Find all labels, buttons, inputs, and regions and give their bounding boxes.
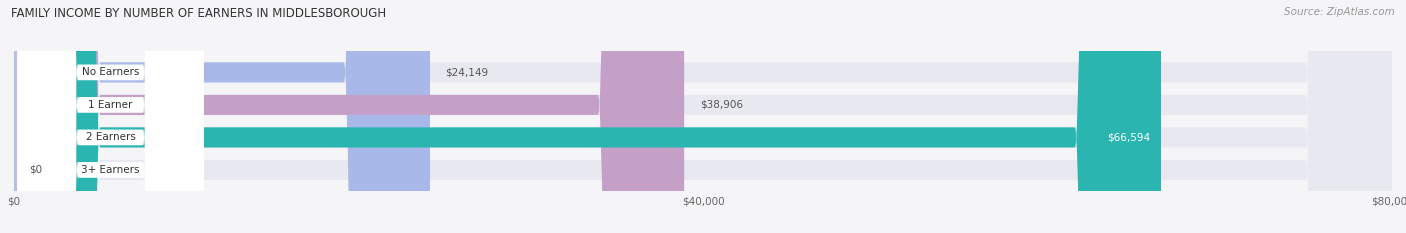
FancyBboxPatch shape	[14, 0, 1392, 233]
FancyBboxPatch shape	[14, 0, 1392, 233]
FancyBboxPatch shape	[14, 0, 1392, 233]
Text: Source: ZipAtlas.com: Source: ZipAtlas.com	[1284, 7, 1395, 17]
Text: $38,906: $38,906	[700, 100, 742, 110]
Text: No Earners: No Earners	[82, 67, 139, 77]
Text: $24,149: $24,149	[446, 67, 489, 77]
FancyBboxPatch shape	[14, 0, 430, 233]
FancyBboxPatch shape	[17, 0, 204, 233]
Text: FAMILY INCOME BY NUMBER OF EARNERS IN MIDDLESBOROUGH: FAMILY INCOME BY NUMBER OF EARNERS IN MI…	[11, 7, 387, 20]
FancyBboxPatch shape	[14, 0, 1161, 233]
Text: $0: $0	[30, 165, 42, 175]
Text: 3+ Earners: 3+ Earners	[82, 165, 139, 175]
Text: 2 Earners: 2 Earners	[86, 132, 135, 142]
FancyBboxPatch shape	[17, 0, 204, 233]
FancyBboxPatch shape	[17, 0, 204, 233]
FancyBboxPatch shape	[14, 0, 1392, 233]
FancyBboxPatch shape	[17, 0, 204, 233]
Text: $66,594: $66,594	[1108, 132, 1150, 142]
FancyBboxPatch shape	[14, 0, 21, 233]
FancyBboxPatch shape	[14, 0, 685, 233]
Text: 1 Earner: 1 Earner	[89, 100, 132, 110]
